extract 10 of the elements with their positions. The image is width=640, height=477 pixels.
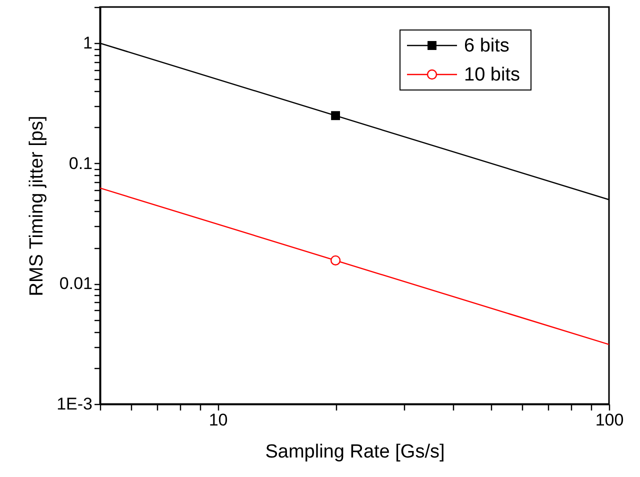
x-tick-label: 10 bbox=[208, 410, 228, 430]
legend-label: 10 bits bbox=[464, 64, 520, 86]
x-axis-title: Sampling Rate [Gs/s] bbox=[265, 442, 445, 462]
y-tick-label: 1E-3 bbox=[56, 394, 92, 414]
y-axis-title: RMS Timing jitter [ps] bbox=[26, 116, 48, 296]
x-tick-label: 100 bbox=[595, 410, 624, 430]
y-tick-label: 0.01 bbox=[59, 274, 92, 294]
legend-label: 6 bits bbox=[464, 36, 510, 56]
y-tick-label: 0.1 bbox=[68, 154, 92, 173]
y-tick-label: 1 bbox=[83, 34, 92, 53]
